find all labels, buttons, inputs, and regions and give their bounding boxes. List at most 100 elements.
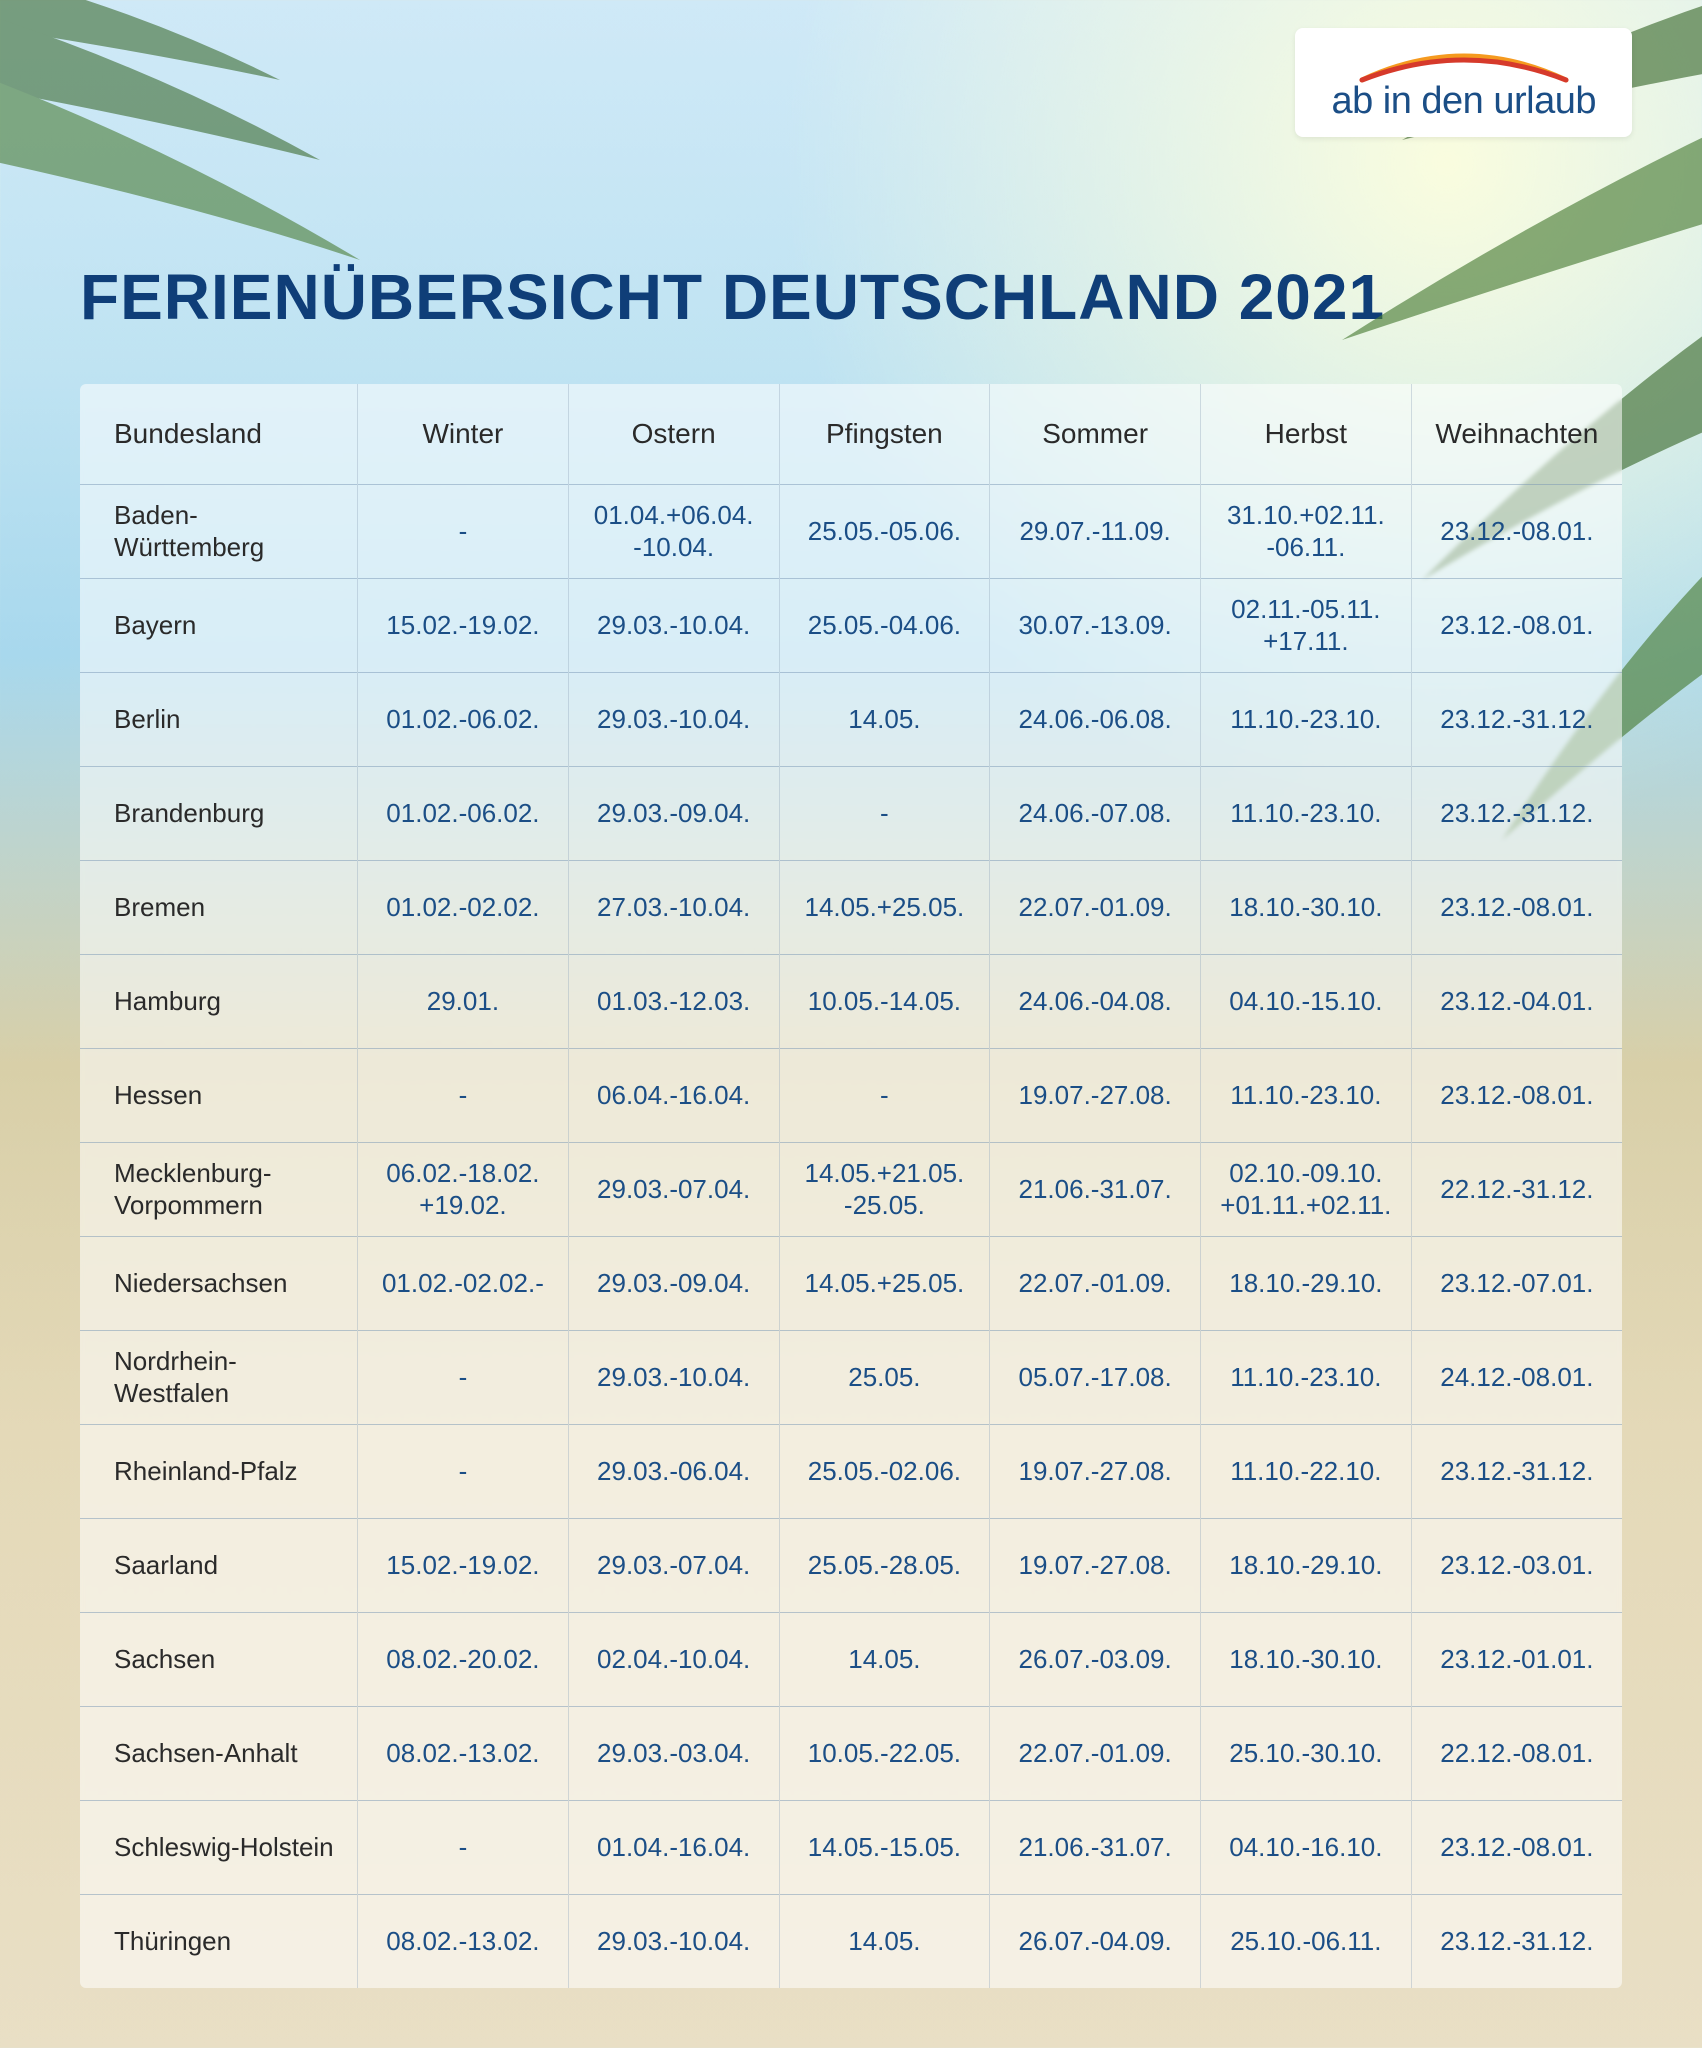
table-row: Rheinland-Pfalz-29.03.-06.04.25.05.-02.0… — [80, 1424, 1622, 1518]
table-row: Baden-Württemberg-01.04.+06.04.-10.04.25… — [80, 484, 1622, 578]
date-cell: - — [779, 1048, 990, 1142]
date-cell: - — [779, 766, 990, 860]
date-cell: 29.03.-09.04. — [568, 766, 779, 860]
state-cell: Berlin — [80, 672, 358, 766]
date-cell: - — [358, 484, 569, 578]
date-cell: 19.07.-27.08. — [990, 1048, 1201, 1142]
date-cell: 14.05. — [779, 672, 990, 766]
state-cell: Sachsen — [80, 1612, 358, 1706]
holiday-table: BundeslandWinterOsternPfingstenSommerHer… — [80, 384, 1622, 1988]
date-cell: 01.02.-02.02.- — [358, 1236, 569, 1330]
date-cell: 23.12.-07.01. — [1411, 1236, 1622, 1330]
date-cell: 04.10.-15.10. — [1200, 954, 1411, 1048]
date-cell: 23.12.-31.12. — [1411, 672, 1622, 766]
table-row: Saarland15.02.-19.02.29.03.-07.04.25.05.… — [80, 1518, 1622, 1612]
date-cell: 22.12.-31.12. — [1411, 1142, 1622, 1236]
date-cell: 31.10.+02.11.-06.11. — [1200, 484, 1411, 578]
date-cell: 04.10.-16.10. — [1200, 1800, 1411, 1894]
date-cell: 24.06.-06.08. — [990, 672, 1201, 766]
col-header-state: Bundesland — [80, 384, 358, 484]
date-cell: 01.04.-16.04. — [568, 1800, 779, 1894]
col-header-period: Ostern — [568, 384, 779, 484]
date-cell: 18.10.-29.10. — [1200, 1518, 1411, 1612]
date-cell: 26.07.-04.09. — [990, 1894, 1201, 1988]
date-cell: 23.12.-31.12. — [1411, 766, 1622, 860]
date-cell: 29.03.-07.04. — [568, 1518, 779, 1612]
date-cell: 21.06.-31.07. — [990, 1142, 1201, 1236]
date-cell: 14.05. — [779, 1894, 990, 1988]
holiday-table-container: BundeslandWinterOsternPfingstenSommerHer… — [80, 384, 1622, 1988]
date-cell: 01.02.-06.02. — [358, 766, 569, 860]
date-cell: 10.05.-22.05. — [779, 1706, 990, 1800]
date-cell: 22.07.-01.09. — [990, 860, 1201, 954]
table-header-row: BundeslandWinterOsternPfingstenSommerHer… — [80, 384, 1622, 484]
date-cell: 25.05.-28.05. — [779, 1518, 990, 1612]
date-cell: 15.02.-19.02. — [358, 578, 569, 672]
table-row: Sachsen08.02.-20.02.02.04.-10.04.14.05.2… — [80, 1612, 1622, 1706]
palm-decoration-top-left — [0, 0, 500, 280]
date-cell: 14.05.+25.05. — [779, 860, 990, 954]
state-cell: Nordrhein-Westfalen — [80, 1330, 358, 1424]
col-header-period: Sommer — [990, 384, 1201, 484]
brand-logo-text: ab in den urlaub — [1331, 80, 1596, 123]
state-cell: Rheinland-Pfalz — [80, 1424, 358, 1518]
state-cell: Saarland — [80, 1518, 358, 1612]
table-row: Schleswig-Holstein-01.04.-16.04.14.05.-1… — [80, 1800, 1622, 1894]
table-row: Thüringen08.02.-13.02.29.03.-10.04.14.05… — [80, 1894, 1622, 1988]
date-cell: 06.04.-16.04. — [568, 1048, 779, 1142]
table-row: Brandenburg01.02.-06.02.29.03.-09.04.-24… — [80, 766, 1622, 860]
date-cell: 29.03.-03.04. — [568, 1706, 779, 1800]
date-cell: 23.12.-04.01. — [1411, 954, 1622, 1048]
date-cell: 01.02.-06.02. — [358, 672, 569, 766]
date-cell: 19.07.-27.08. — [990, 1518, 1201, 1612]
state-cell: Bremen — [80, 860, 358, 954]
date-cell: 02.11.-05.11.+17.11. — [1200, 578, 1411, 672]
state-cell: Hessen — [80, 1048, 358, 1142]
date-cell: 06.02.-18.02.+19.02. — [358, 1142, 569, 1236]
date-cell: 15.02.-19.02. — [358, 1518, 569, 1612]
date-cell: 26.07.-03.09. — [990, 1612, 1201, 1706]
date-cell: 25.10.-30.10. — [1200, 1706, 1411, 1800]
date-cell: 14.05.-15.05. — [779, 1800, 990, 1894]
date-cell: 29.01. — [358, 954, 569, 1048]
date-cell: 25.05.-05.06. — [779, 484, 990, 578]
date-cell: 25.05.-02.06. — [779, 1424, 990, 1518]
date-cell: - — [358, 1330, 569, 1424]
date-cell: 23.12.-01.01. — [1411, 1612, 1622, 1706]
date-cell: 01.03.-12.03. — [568, 954, 779, 1048]
date-cell: 23.12.-08.01. — [1411, 578, 1622, 672]
date-cell: 22.12.-08.01. — [1411, 1706, 1622, 1800]
date-cell: 05.07.-17.08. — [990, 1330, 1201, 1424]
date-cell: 30.07.-13.09. — [990, 578, 1201, 672]
date-cell: 18.10.-29.10. — [1200, 1236, 1411, 1330]
date-cell: 25.10.-06.11. — [1200, 1894, 1411, 1988]
state-cell: Brandenburg — [80, 766, 358, 860]
date-cell: 08.02.-13.02. — [358, 1706, 569, 1800]
table-body: Baden-Württemberg-01.04.+06.04.-10.04.25… — [80, 484, 1622, 1988]
date-cell: 14.05. — [779, 1612, 990, 1706]
date-cell: 02.10.-09.10.+01.11.+02.11. — [1200, 1142, 1411, 1236]
date-cell: 23.12.-08.01. — [1411, 1048, 1622, 1142]
date-cell: 19.07.-27.08. — [990, 1424, 1201, 1518]
state-cell: Bayern — [80, 578, 358, 672]
table-row: Hamburg29.01.01.03.-12.03.10.05.-14.05. 2… — [80, 954, 1622, 1048]
date-cell: 29.07.-11.09. — [990, 484, 1201, 578]
date-cell: 21.06.-31.07. — [990, 1800, 1201, 1894]
date-cell: 11.10.-23.10. — [1200, 766, 1411, 860]
state-cell: Hamburg — [80, 954, 358, 1048]
state-cell: Sachsen-Anhalt — [80, 1706, 358, 1800]
date-cell: 14.05.+25.05. — [779, 1236, 990, 1330]
date-cell: 23.12.-31.12. — [1411, 1424, 1622, 1518]
table-row: Nordrhein-Westfalen-29.03.-10.04.25.05.0… — [80, 1330, 1622, 1424]
date-cell: 08.02.-20.02. — [358, 1612, 569, 1706]
date-cell: 10.05.-14.05. — [779, 954, 990, 1048]
date-cell: 29.03.-09.04. — [568, 1236, 779, 1330]
state-cell: Niedersachsen — [80, 1236, 358, 1330]
date-cell: 29.03.-10.04. — [568, 578, 779, 672]
date-cell: 23.12.-08.01. — [1411, 1800, 1622, 1894]
date-cell: 11.10.-23.10. — [1200, 1048, 1411, 1142]
date-cell: 29.03.-10.04. — [568, 672, 779, 766]
date-cell: 23.12.-08.01. — [1411, 484, 1622, 578]
page-title: FERIENÜBERSICHT DEUTSCHLAND 2021 — [80, 260, 1622, 334]
date-cell: 02.04.-10.04. — [568, 1612, 779, 1706]
